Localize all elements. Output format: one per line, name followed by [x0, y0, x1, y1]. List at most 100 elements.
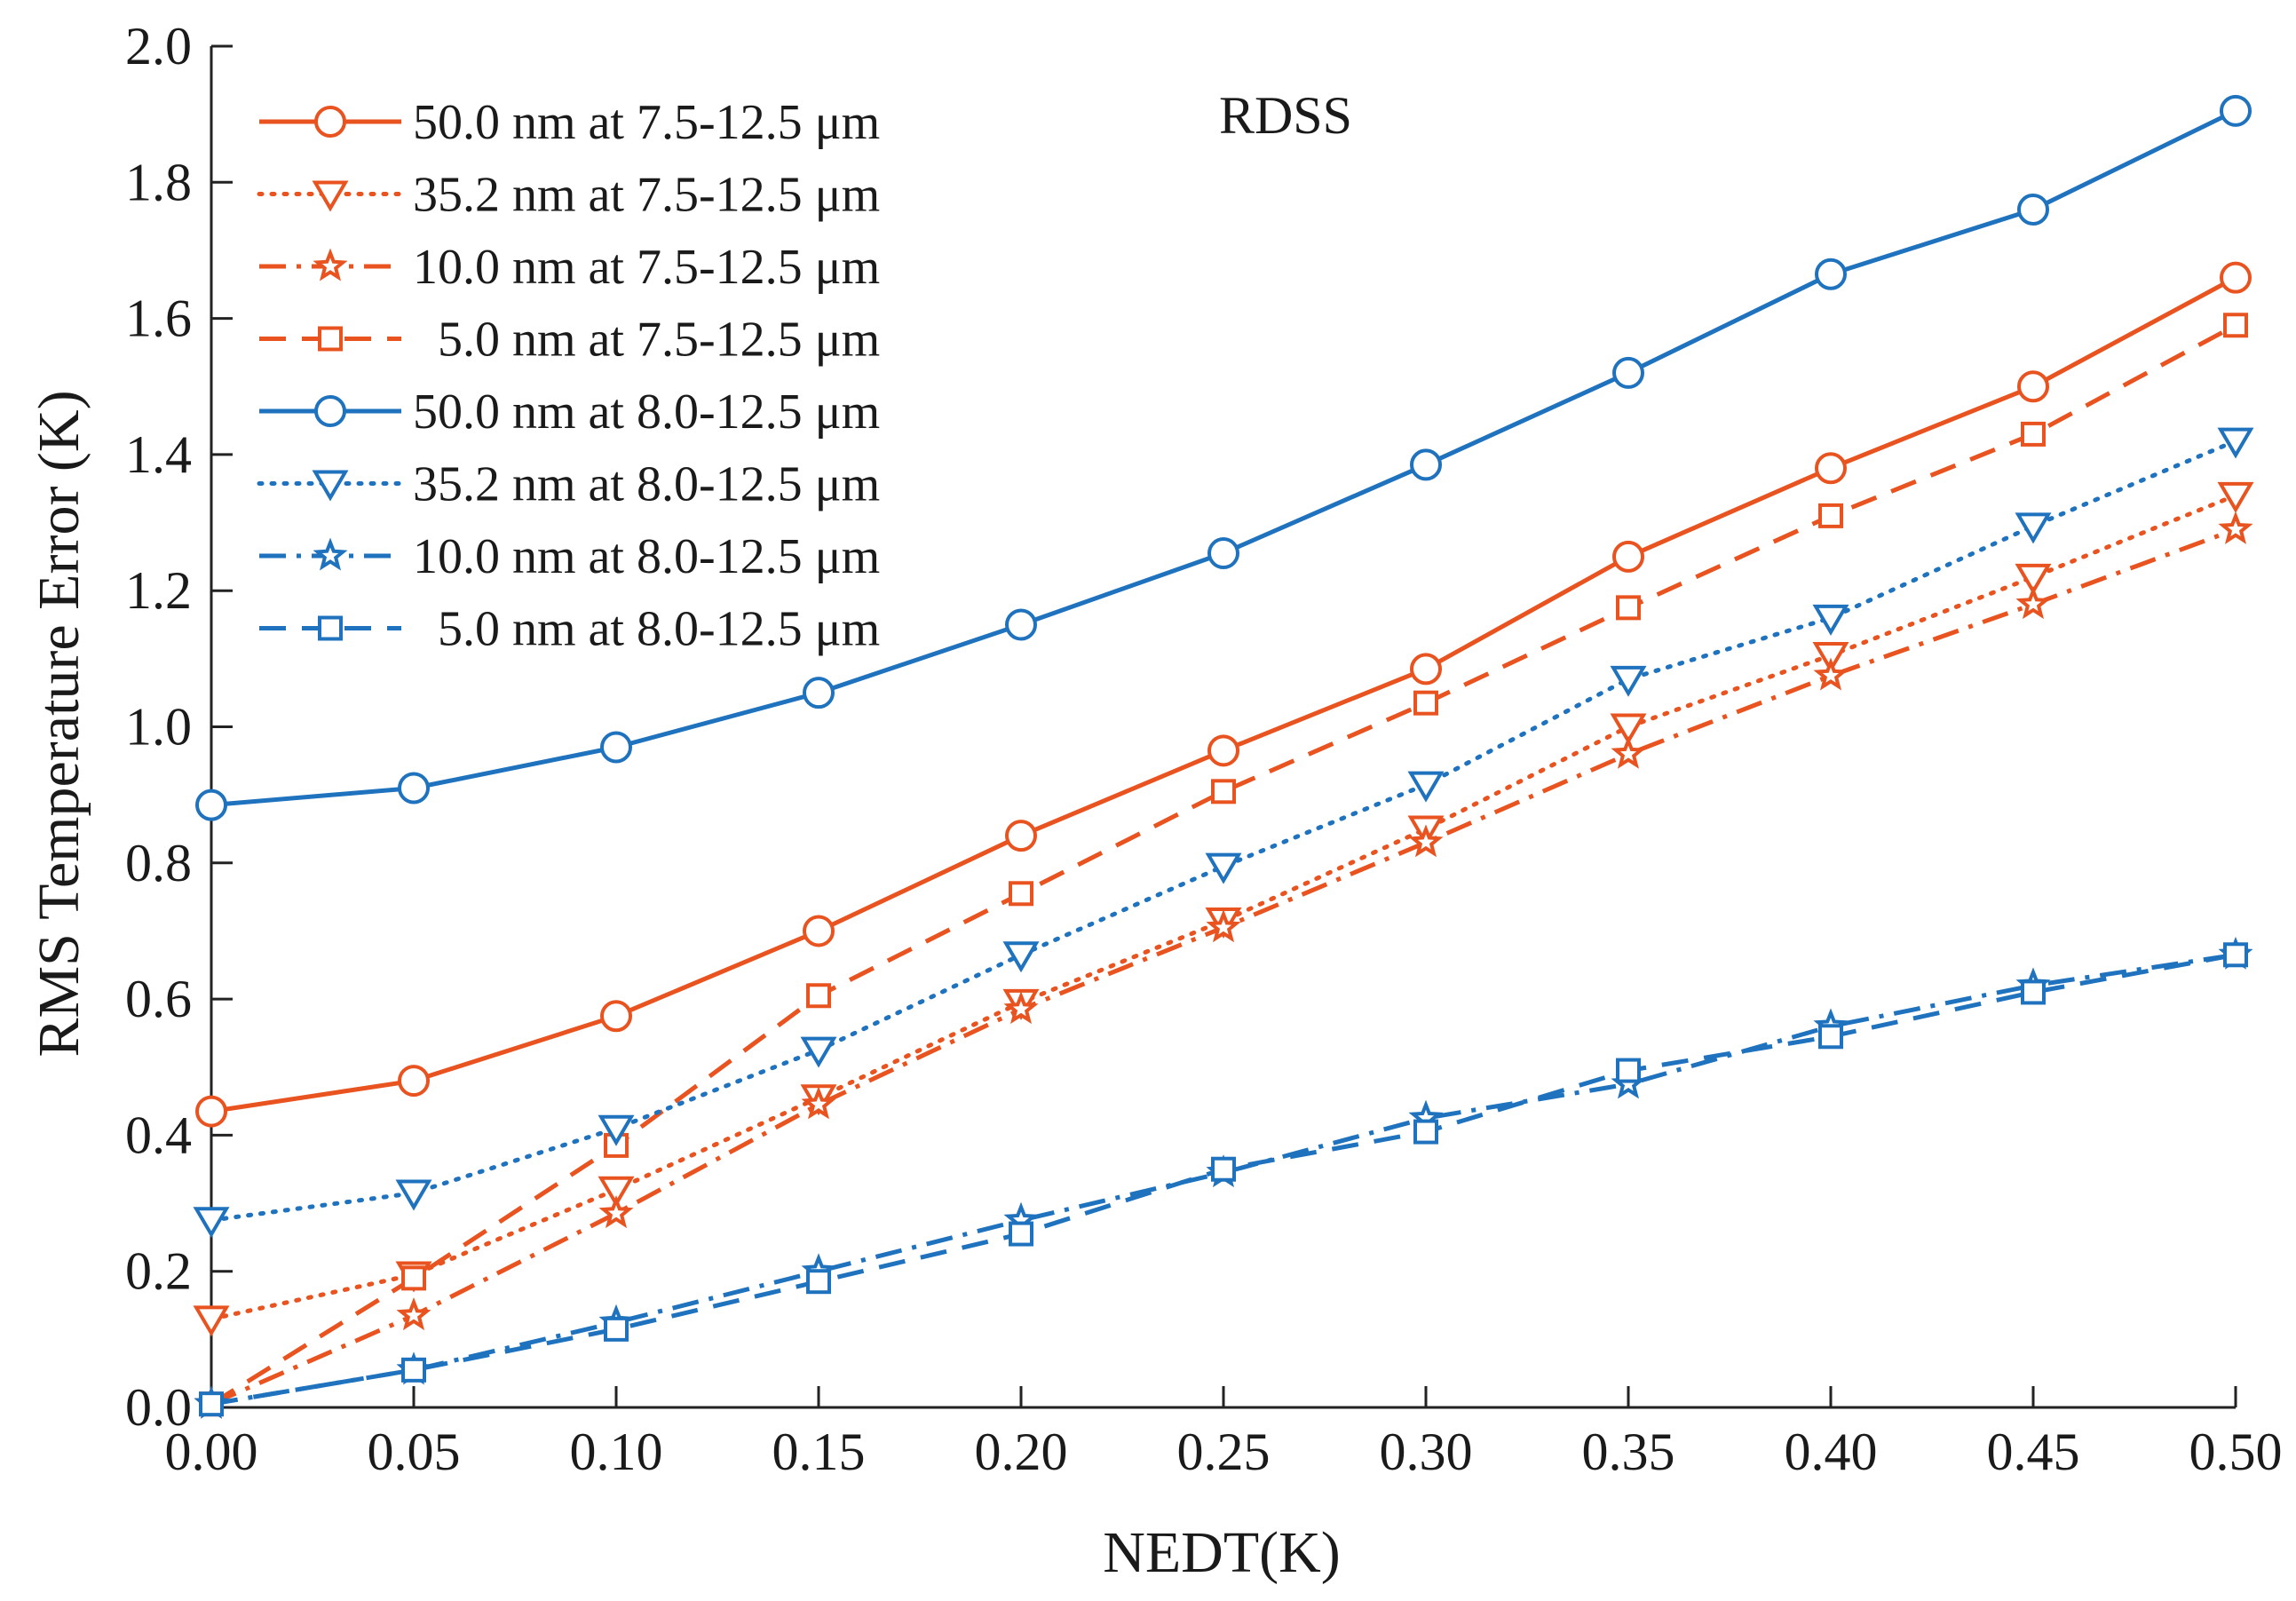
x-tick-label: 0.10 [570, 1423, 663, 1481]
data-point [803, 677, 835, 709]
data-point [401, 1357, 426, 1383]
legend-entry: 50.0 nm at 7.5-12.5 μm [259, 95, 880, 150]
data-point [2015, 563, 2052, 595]
y-tick-label: 1.4 [125, 425, 192, 484]
data-point [398, 1065, 430, 1098]
x-tick-label: 0.40 [1785, 1423, 1878, 1481]
legend: 50.0 nm at 7.5-12.5 μm 35.2 nm at 7.5-12.… [257, 95, 880, 657]
series-line [209, 439, 2238, 1223]
series-2 [194, 511, 2253, 1419]
data-point [1611, 735, 1646, 769]
data-point [1812, 604, 1849, 636]
data-point [2021, 421, 2046, 447]
y-axis-label: RMS Temperature Error (K) [27, 390, 91, 1057]
legend-marker [318, 326, 343, 352]
data-point [1003, 991, 1039, 1025]
y-tick-label: 1.2 [125, 561, 192, 620]
y-tick-label: 1.0 [125, 698, 192, 757]
legend-marker [314, 106, 346, 138]
y-tick-label: 1.6 [125, 289, 192, 348]
data-point [806, 1269, 831, 1295]
x-tick-label: 0.45 [1987, 1423, 2080, 1481]
series-0 [195, 261, 2252, 1128]
legend-marker [312, 470, 349, 502]
data-point [1009, 881, 1033, 907]
axes: 0.00 0.05 0.10 0.15 0.20 0.25 0.30 0.35 0.40 0.45… [125, 17, 2283, 1481]
data-point [1813, 657, 1849, 691]
y-tick-label: 0.0 [125, 1378, 192, 1437]
data-point [1815, 258, 1847, 290]
legend-entry: 50.0 nm at 8.0-12.5 μm [259, 384, 880, 440]
data-point [2220, 261, 2252, 294]
data-point [1211, 779, 1236, 804]
legend-marker [313, 537, 348, 571]
data-point [1610, 713, 1647, 745]
data-point [1818, 503, 1843, 528]
y-tick-label: 0.8 [125, 834, 192, 892]
data-point [199, 1391, 224, 1417]
legend-label: 10.0 nm at 7.5-12.5 μm [413, 240, 880, 295]
data-point [195, 789, 227, 821]
data-point [2218, 511, 2253, 544]
data-point [600, 1000, 632, 1033]
data-point [193, 1207, 230, 1239]
series-line [210, 527, 2237, 1407]
data-point [1207, 537, 1239, 570]
legend-label: 50.0 nm at 7.5-12.5 μm [413, 95, 880, 150]
data-point [1410, 448, 1442, 481]
legend-label: 35.2 nm at 8.0-12.5 μm [413, 457, 880, 512]
data-point [1815, 452, 1847, 485]
data-point [598, 1194, 634, 1229]
data-point [1407, 771, 1445, 803]
x-tick-label: 0.05 [368, 1423, 461, 1481]
legend-label: 35.2 nm at 7.5-12.5 μm [413, 168, 880, 223]
data-point [801, 1086, 836, 1120]
legend-marker [312, 180, 349, 212]
data-point [1612, 540, 1644, 573]
data-point [1005, 820, 1037, 852]
legend-entry: 5.0 nm at 8.0-12.5 μm [259, 602, 880, 657]
data-point [1408, 824, 1444, 858]
series-line [209, 493, 2238, 1321]
data-point [806, 983, 831, 1009]
legend-marker [314, 395, 346, 427]
data-point [1612, 356, 1644, 389]
x-tick-label: 0.15 [772, 1423, 866, 1481]
legend-marker [318, 615, 343, 641]
series-4 [195, 94, 2252, 821]
x-tick-label: 0.30 [1380, 1423, 1473, 1481]
data-point [1616, 595, 1641, 621]
data-point [1410, 653, 1442, 686]
data-point [2217, 427, 2254, 459]
data-point [600, 731, 632, 764]
data-point [1413, 1119, 1438, 1145]
data-point [2017, 193, 2049, 226]
series-line [210, 323, 2237, 1407]
series-5 [193, 427, 2254, 1239]
data-point [401, 1265, 426, 1291]
x-tick-label: 0.25 [1177, 1423, 1271, 1481]
data-point [195, 1095, 227, 1128]
legend-label: 5.0 nm at 8.0-12.5 μm [413, 602, 880, 657]
data-point [2021, 979, 2046, 1005]
x-tick-label: 0.20 [975, 1423, 1068, 1481]
data-point [1205, 852, 1242, 884]
data-point [398, 772, 430, 804]
y-tick-label: 0.2 [125, 1242, 192, 1301]
data-point [1206, 909, 1241, 943]
x-axis-label: NEDT(K) [1103, 1520, 1341, 1585]
legend-label: 10.0 nm at 8.0-12.5 μm [413, 529, 880, 584]
data-point [2223, 313, 2248, 338]
series-line [210, 952, 2237, 1407]
plot-series [193, 94, 2254, 1419]
data-point [2220, 94, 2252, 127]
legend-entry: 10.0 nm at 8.0-12.5 μm [259, 529, 880, 584]
data-point [2217, 481, 2254, 513]
data-point [1002, 941, 1040, 973]
data-point [800, 1036, 837, 1068]
series-7 [199, 942, 2248, 1417]
data-point [2223, 942, 2248, 968]
legend-entry: 5.0 nm at 7.5-12.5 μm [259, 313, 880, 368]
y-tick-label: 2.0 [125, 17, 192, 75]
data-point [1009, 1221, 1033, 1247]
